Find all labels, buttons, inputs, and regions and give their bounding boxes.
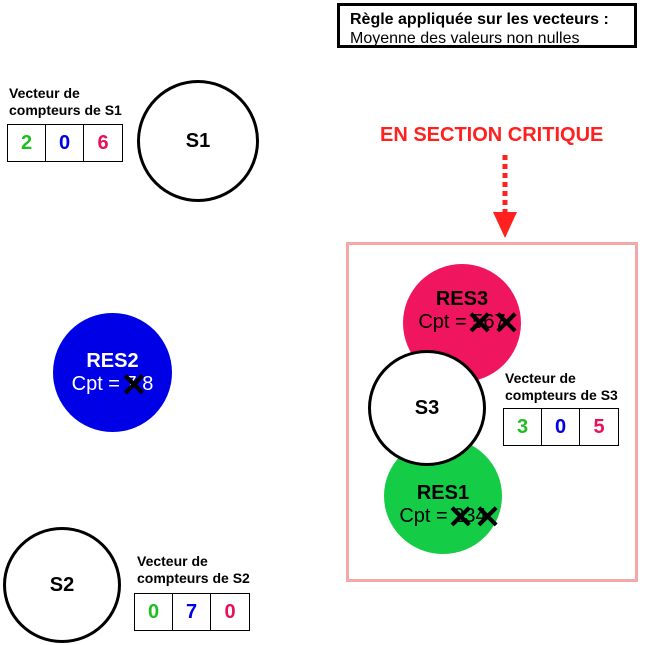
critical-section-box — [346, 242, 638, 582]
res1-counter: Cpt = 23 ✕✕ 4 — [399, 501, 501, 533]
s1-vector-label-line2: compteurs de S1 — [9, 102, 122, 118]
s3-vector-cell-2: 5 — [593, 415, 605, 438]
s1-vector-cell-1: 0 — [46, 125, 84, 161]
res1-current-value: 4 — [475, 505, 487, 527]
res3-current-value: 7 — [494, 311, 506, 333]
res1-counter-prefix: Cpt = — [399, 505, 454, 527]
s1-vector-label: Vecteur de compteurs de S1 — [9, 85, 122, 119]
station-s2-label: S2 — [49, 573, 75, 596]
res3-old-values: 56 ✕✕ — [466, 307, 520, 339]
critical-section-arrow — [493, 155, 517, 238]
station-s2: S2 — [3, 527, 121, 643]
rule-text: Moyenne des valeurs non nulles — [350, 30, 580, 47]
res2-old-values: 7 ✕ — [121, 369, 148, 401]
res3-crossed-values: 56 — [472, 311, 495, 333]
s1-vector: 2 0 6 — [7, 124, 123, 162]
res2-counter-prefix: Cpt = — [71, 372, 126, 395]
s3-vector-cell-1: 0 — [542, 409, 580, 445]
s2-vector-cell-1: 7 — [173, 594, 211, 630]
station-s1-label: S1 — [185, 129, 211, 152]
res2-crossed-values: 7 — [125, 372, 137, 395]
s1-vector-cell-0: 2 — [8, 125, 46, 161]
res2-name: RES2 — [86, 349, 139, 372]
s3-vector: 3 0 5 — [503, 408, 619, 446]
res2-current-value: 8 — [142, 372, 154, 395]
res3-counter-prefix: Cpt = — [418, 311, 473, 333]
res2-counter: Cpt = 7 ✕ 8 — [71, 369, 154, 401]
s3-vector-cell-0: 3 — [504, 409, 542, 445]
station-s3-label: S3 — [414, 396, 440, 419]
res1-crossed-values: 23 — [453, 505, 476, 527]
rule-title: Règle appliquée sur les vecteurs : — [350, 11, 609, 28]
s1-vector-cell-2: 6 — [97, 131, 109, 154]
station-s3: S3 — [368, 350, 486, 466]
res3-name: RES3 — [435, 288, 489, 310]
s2-vector-cell-0: 0 — [135, 594, 173, 630]
res1-name: RES1 — [416, 482, 470, 504]
res3-counter: Cpt = 56 ✕✕ 7 — [418, 307, 520, 339]
critical-section-label: EN SECTION CRITIQUE — [380, 124, 604, 146]
s1-vector-label-line1: Vecteur de — [9, 85, 80, 101]
s3-vector-label-line1: Vecteur de — [505, 370, 576, 386]
rule-box: Règle appliquée sur les vecteurs : Moyen… — [337, 3, 637, 48]
s2-vector-label: Vecteur de compteurs de S2 — [137, 553, 250, 587]
s2-vector-label-line2: compteurs de S2 — [137, 570, 250, 586]
s2-vector-label-line1: Vecteur de — [137, 553, 208, 569]
s3-vector-label-line2: compteurs de S3 — [505, 387, 618, 403]
resource-res2: RES2 Cpt = 7 ✕ 8 — [53, 313, 172, 432]
s3-vector-label: Vecteur de compteurs de S3 — [505, 370, 618, 404]
s2-vector-cell-2: 0 — [224, 600, 236, 623]
s2-vector: 0 7 0 — [134, 593, 250, 631]
res1-old-values: 23 ✕✕ — [447, 501, 501, 533]
station-s1: S1 — [137, 80, 259, 202]
